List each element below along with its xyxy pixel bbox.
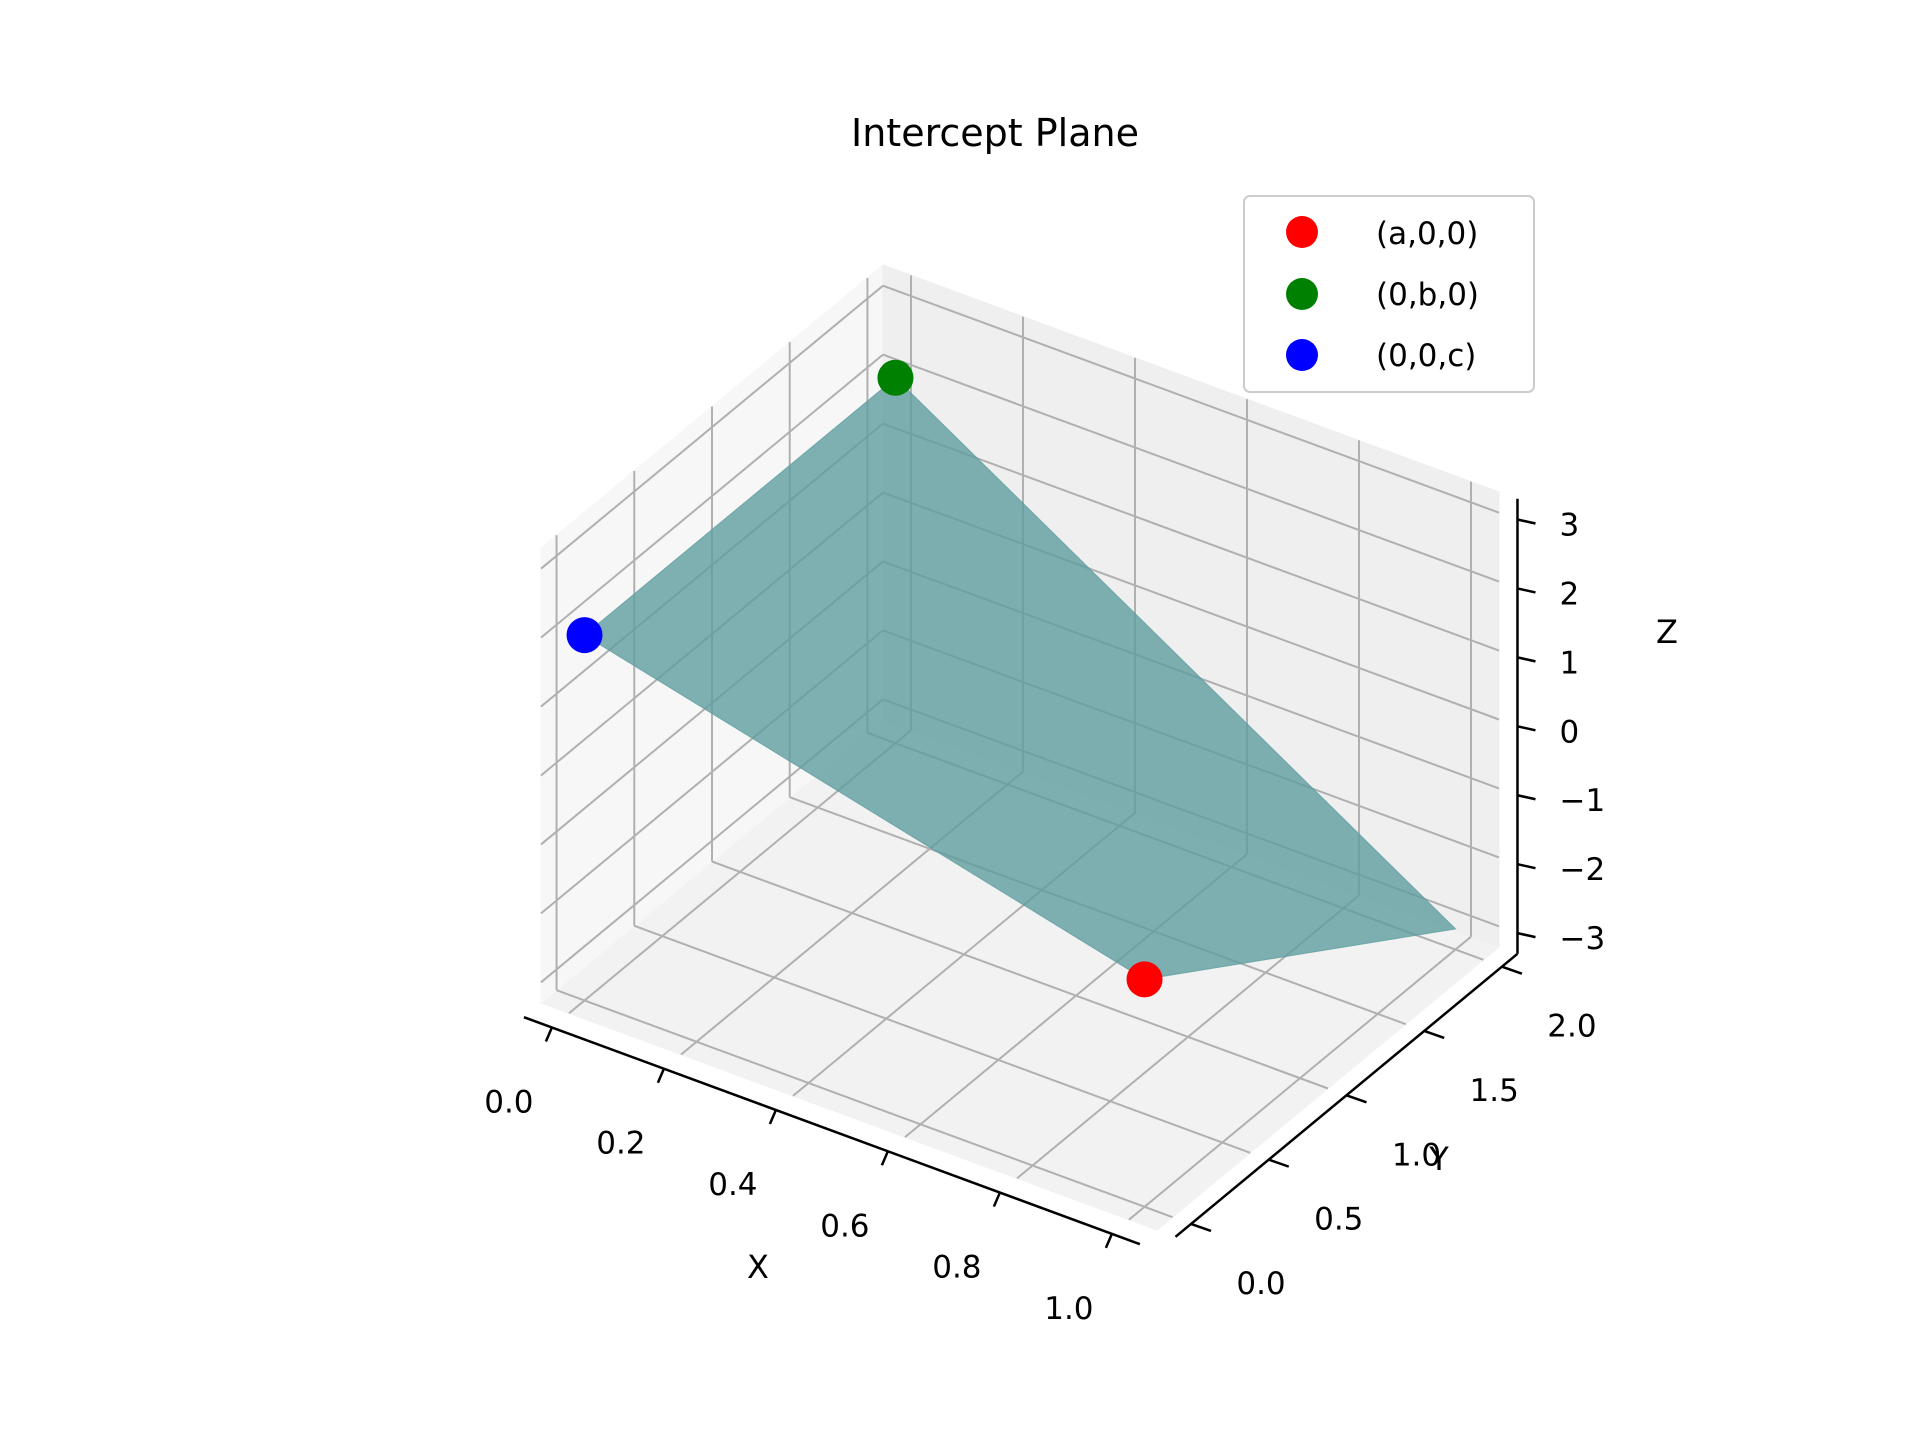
z-tick <box>1517 587 1536 594</box>
z-tick-label: −1 <box>1559 783 1605 819</box>
tick-labels: 0.0 0.2 0.4 0.6 0.8 1.0 0.0 0.5 1.0 1.5 2.0 −3 −2 −1 0… <box>484 507 1605 1326</box>
z-tick <box>1517 862 1536 870</box>
chart-title: Intercept Plane <box>851 111 1139 155</box>
z-tick <box>1517 931 1536 939</box>
y-tick <box>1190 1222 1212 1233</box>
z-grid-back <box>882 422 1500 652</box>
legend-marker-red <box>1286 216 1318 248</box>
x-tick-label: 0.6 <box>820 1208 869 1244</box>
x-axis-label: X <box>747 1248 769 1286</box>
x-tick-label: 0.4 <box>708 1167 757 1203</box>
legend-frame <box>1243 195 1535 393</box>
y-tick-label: 1.0 <box>1392 1137 1441 1173</box>
legend: (a,0,0) (0,b,0) (0,0,c) <box>1243 195 1535 393</box>
z-grid-back <box>882 284 1500 514</box>
legend-label-c: (0,0,c) <box>1376 338 1476 374</box>
z-tick-label: 1 <box>1559 645 1579 681</box>
legend-label-b: (0,b,0) <box>1376 277 1479 313</box>
x-tick <box>992 1192 1002 1208</box>
x-axis-line <box>523 1015 1141 1246</box>
y-grid-floor <box>556 989 1173 1219</box>
intercept-point-0 <box>1126 961 1163 998</box>
legend-marker-green <box>1286 278 1318 310</box>
legend-label-a: (a,0,0) <box>1376 216 1478 252</box>
x-tick-label: 0.8 <box>932 1250 981 1286</box>
y-tick-label: 1.5 <box>1470 1073 1519 1109</box>
z-axis-label: Z <box>1656 613 1678 651</box>
z-grid-left <box>540 353 884 639</box>
y-tick <box>1346 1094 1367 1104</box>
z-tick-label: 3 <box>1559 507 1579 543</box>
intercept-point-1 <box>877 359 914 396</box>
z-tick-label: −2 <box>1559 852 1605 888</box>
z-tick-label: 2 <box>1559 576 1579 612</box>
y-grid-floor <box>633 924 1251 1154</box>
x-tick <box>880 1150 890 1166</box>
z-tick-label: −3 <box>1559 921 1605 957</box>
z-tick <box>1517 656 1536 663</box>
x-tick <box>544 1026 554 1042</box>
z-tick <box>1517 794 1536 801</box>
y-axis-label: Y <box>1428 1140 1449 1178</box>
x-tick-label: 0.2 <box>596 1126 645 1162</box>
x-tick <box>656 1068 666 1084</box>
z-tick-label: 0 <box>1559 714 1579 750</box>
z-grid-left <box>540 284 884 570</box>
intercept-point-2 <box>566 617 603 654</box>
y-tick <box>1423 1029 1445 1040</box>
y-tick-label: 0.0 <box>1236 1266 1285 1302</box>
x-tick-label: 1.0 <box>1044 1291 1093 1327</box>
z-tick <box>1517 518 1536 525</box>
legend-marker-blue <box>1286 339 1318 371</box>
y-tick-label: 0.5 <box>1314 1202 1363 1238</box>
y-tick <box>1501 965 1523 975</box>
data-layer <box>566 359 1457 998</box>
axes-layer <box>523 498 1536 1249</box>
x-tick-label: 0.0 <box>484 1084 533 1120</box>
x-tick <box>768 1109 778 1125</box>
y-tick <box>1268 1158 1290 1168</box>
x-tick <box>1104 1233 1114 1249</box>
z-grid-back <box>882 353 1500 583</box>
y-tick-label: 2.0 <box>1547 1009 1596 1045</box>
z-tick <box>1517 725 1536 732</box>
intercept-plane-surface <box>583 377 1457 980</box>
y-grid-floor <box>711 860 1329 1090</box>
